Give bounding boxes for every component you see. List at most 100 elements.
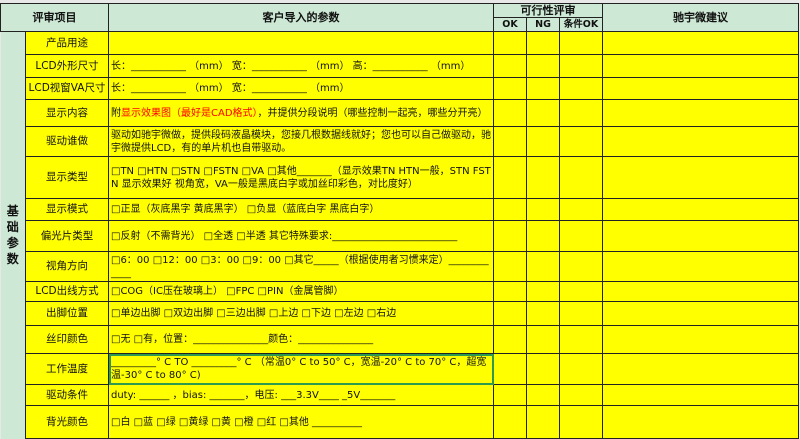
cond-ok-cell[interactable] [559, 156, 603, 199]
ng-cell[interactable] [526, 198, 560, 221]
suggestion-cell[interactable] [602, 77, 799, 100]
ok-cell[interactable] [493, 198, 527, 221]
ok-cell[interactable] [493, 384, 527, 406]
table-row: 显示模式 □正显（灰底黑字 黄底黑字） □负显（蓝底白字 黑底白字） [1, 198, 799, 221]
suggestion-cell[interactable] [602, 220, 799, 252]
ng-cell[interactable] [526, 281, 560, 302]
cond-ok-cell[interactable] [559, 251, 603, 282]
ok-cell[interactable] [493, 353, 527, 385]
row-value[interactable] [108, 31, 494, 55]
row-value[interactable]: _________° C TO _________° C （常温0° C to … [108, 353, 494, 385]
row-value[interactable]: □单边出脚 □双边出脚 □三边出脚 □上边 □下边 □左边 □右边 [108, 301, 494, 326]
ok-cell[interactable] [493, 54, 527, 78]
suggestion-cell[interactable] [602, 99, 799, 127]
row-label[interactable]: 工作温度 [25, 353, 109, 385]
suggestion-cell[interactable] [602, 54, 799, 78]
header-suggestion: 驰宇微建议 [602, 3, 799, 32]
cond-ok-cell[interactable] [559, 126, 603, 157]
row-label[interactable]: LCD视窗VA尺寸 [25, 77, 109, 100]
row-label[interactable]: 驱动谁做 [25, 126, 109, 157]
suggestion-cell[interactable] [602, 251, 799, 282]
table-row: 工作温度 _________° C TO _________° C （常温0° C… [1, 353, 799, 385]
row-value[interactable]: 长：___________ （mm） 宽：___________ （mm） 高：… [108, 54, 494, 78]
ng-cell[interactable] [526, 156, 560, 199]
cond-ok-cell[interactable] [559, 77, 603, 100]
row-label[interactable]: 丝印颜色 [25, 325, 109, 354]
cond-ok-cell[interactable] [559, 198, 603, 221]
row-value[interactable]: □正显（灰底黑字 黄底黑字） □负显（蓝底白字 黑底白字） [108, 198, 494, 221]
ok-cell[interactable] [493, 405, 527, 439]
ok-cell[interactable] [493, 156, 527, 199]
ng-cell[interactable] [526, 99, 560, 127]
row-value[interactable]: duty: ______ ，bias: _______，电压: ___3.3V_… [108, 384, 494, 406]
row-value[interactable]: □COG（IC压在玻璃上） □FPC □PIN（金属管脚） [108, 281, 494, 302]
cond-ok-cell[interactable] [559, 353, 603, 385]
row-value[interactable]: 长：___________ （mm） 宽：___________ （mm） [108, 77, 494, 100]
suggestion-cell[interactable] [602, 156, 799, 199]
table-row: 驱动条件 duty: ______ ，bias: _______，电压: ___3… [1, 384, 799, 406]
suggestion-cell[interactable] [602, 126, 799, 157]
table-row: LCD出线方式 □COG（IC压在玻璃上） □FPC □PIN（金属管脚） [1, 281, 799, 302]
suggestion-cell[interactable] [602, 384, 799, 406]
suggestion-cell[interactable] [602, 405, 799, 439]
ok-cell[interactable] [493, 126, 527, 157]
cond-ok-cell[interactable] [559, 384, 603, 406]
ok-cell[interactable] [493, 220, 527, 252]
ok-cell[interactable] [493, 251, 527, 282]
cond-ok-cell[interactable] [559, 405, 603, 439]
ng-cell[interactable] [526, 384, 560, 406]
category-label: 基础参数 [0, 31, 26, 439]
spreadsheet: 评审项目 客户导入的参数 可行性评审 驰宇微建议 OK NG 条件OK 基础参数… [0, 3, 799, 439]
row-value[interactable]: □反射（不需背光） □全透 □半透 其它特殊要求:_______________… [108, 220, 494, 252]
suggestion-cell[interactable] [602, 325, 799, 354]
row-label[interactable]: 视角方向 [25, 251, 109, 282]
row-label[interactable]: 出脚位置 [25, 301, 109, 326]
ng-cell[interactable] [526, 31, 560, 55]
row-label[interactable]: LCD外形尺寸 [25, 54, 109, 78]
row-label[interactable]: 背光颜色 [25, 405, 109, 439]
row-value[interactable]: 驱动如驰宇微做，提供段码液晶模块，您接几根数据线就好；您也可以自己做驱动，驰宇微… [108, 126, 494, 157]
cond-ok-cell[interactable] [559, 281, 603, 302]
row-label[interactable]: 显示类型 [25, 156, 109, 199]
table-row: 显示类型 □TN □HTN □STN □FSTN □VA □其他_______（显… [1, 156, 799, 199]
row-label[interactable]: 驱动条件 [25, 384, 109, 406]
row-value[interactable]: □TN □HTN □STN □FSTN □VA □其他_______（显示效果T… [108, 156, 494, 199]
ng-cell[interactable] [526, 251, 560, 282]
ng-cell[interactable] [526, 301, 560, 326]
header-ok: OK [493, 17, 527, 32]
table-row: 驱动谁做 驱动如驰宇微做，提供段码液晶模块，您接几根数据线就好；您也可以自己做驱动… [1, 126, 799, 157]
ng-cell[interactable] [526, 220, 560, 252]
ok-cell[interactable] [493, 325, 527, 354]
ng-cell[interactable] [526, 405, 560, 439]
row-value[interactable]: 附显示效果图（最好是CAD格式），并提供分段说明（哪些控制一起亮，哪些分开亮） [108, 99, 494, 127]
row-value[interactable]: □无 □有，位置：_______________颜色：_____________… [108, 325, 494, 354]
ok-cell[interactable] [493, 77, 527, 100]
suggestion-cell[interactable] [602, 353, 799, 385]
ok-cell[interactable] [493, 31, 527, 55]
ng-cell[interactable] [526, 54, 560, 78]
cond-ok-cell[interactable] [559, 54, 603, 78]
cond-ok-cell[interactable] [559, 220, 603, 252]
cond-ok-cell[interactable] [559, 31, 603, 55]
ng-cell[interactable] [526, 325, 560, 354]
ok-cell[interactable] [493, 281, 527, 302]
row-label[interactable]: 偏光片类型 [25, 220, 109, 252]
suggestion-cell[interactable] [602, 31, 799, 55]
ng-cell[interactable] [526, 353, 560, 385]
suggestion-cell[interactable] [602, 198, 799, 221]
cond-ok-cell[interactable] [559, 325, 603, 354]
ok-cell[interactable] [493, 301, 527, 326]
ok-cell[interactable] [493, 99, 527, 127]
row-value[interactable]: □6：00 □12：00 □3：00 □9：00 □其它_____（根据使用者习… [108, 251, 494, 282]
suggestion-cell[interactable] [602, 301, 799, 326]
ng-cell[interactable] [526, 77, 560, 100]
cond-ok-cell[interactable] [559, 301, 603, 326]
row-label[interactable]: 显示模式 [25, 198, 109, 221]
suggestion-cell[interactable] [602, 281, 799, 302]
row-label[interactable]: 产品用途 [25, 31, 109, 55]
row-label[interactable]: 显示内容 [25, 99, 109, 127]
ng-cell[interactable] [526, 126, 560, 157]
row-label[interactable]: LCD出线方式 [25, 281, 109, 302]
row-value[interactable]: □白 □蓝 □绿 □黄绿 □黄 □橙 □红 □其他 __________ [108, 405, 494, 439]
cond-ok-cell[interactable] [559, 99, 603, 127]
